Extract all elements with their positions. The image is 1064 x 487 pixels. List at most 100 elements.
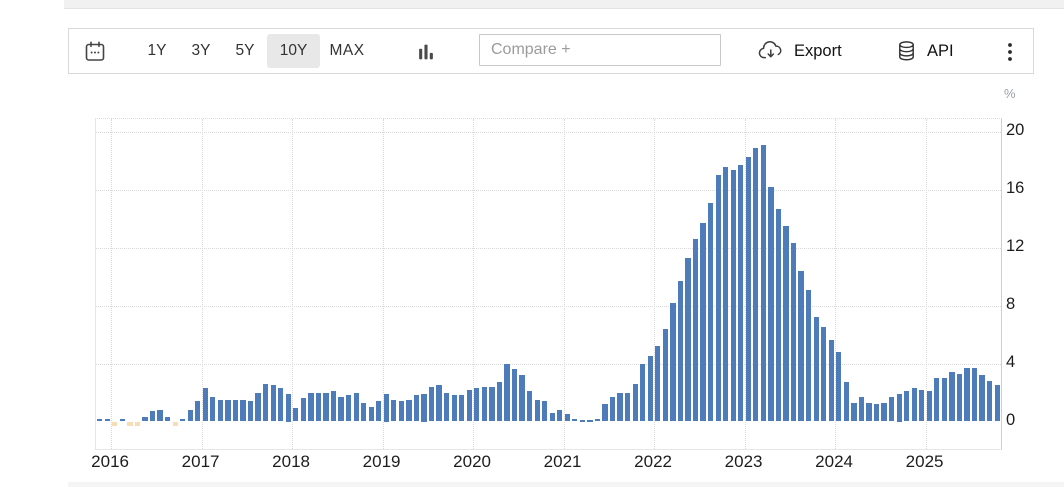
- chart-bar: [496, 382, 503, 422]
- chart-bar: [813, 317, 819, 422]
- chart-bar: [851, 402, 857, 422]
- chart-bar: [210, 396, 216, 422]
- x-tick-label: 2023: [724, 452, 763, 471]
- chart-bar: [677, 281, 684, 422]
- chart-bar: [315, 392, 322, 422]
- chart-bar: [119, 418, 125, 422]
- chart-bar: [609, 396, 616, 422]
- chart-bar: [926, 391, 932, 422]
- chart-bar: [602, 404, 608, 422]
- chart-bar: [971, 367, 978, 422]
- chart-bar: [285, 394, 291, 422]
- chart-bar: [247, 401, 254, 422]
- calendar-icon: [83, 40, 107, 64]
- x-tick-label: 2024: [815, 452, 853, 471]
- chart-bar: [745, 156, 751, 422]
- x-tick-label: 2016: [91, 452, 129, 471]
- chart-bar: [783, 226, 789, 422]
- range-button-10y[interactable]: 10Y: [267, 34, 320, 68]
- chart-bar: [987, 380, 993, 422]
- y-axis-unit-label: %: [1004, 86, 1016, 101]
- chart-toolbar: 1Y 3Y 5Y 10Y MAX Export: [68, 28, 1034, 74]
- chart-bar: [790, 243, 797, 422]
- chart-bar: [858, 396, 865, 422]
- x-tick-label: 2020: [453, 452, 491, 471]
- chart-bar: [466, 389, 472, 422]
- chart-bar: [217, 399, 223, 422]
- chart-bar: [836, 352, 842, 422]
- chart-bar: [760, 145, 766, 422]
- chart-bar: [451, 395, 457, 422]
- chart-bar: [428, 386, 435, 422]
- h-gridline: [96, 305, 1001, 307]
- v-gridline: [925, 119, 927, 449]
- chart-bar: [534, 399, 540, 422]
- page-bottom-divider: [68, 482, 1064, 487]
- chart-bar: [338, 396, 344, 422]
- range-button-1y[interactable]: 1Y: [135, 34, 179, 68]
- v-gridline: [563, 119, 565, 449]
- chart-bar: [330, 391, 337, 422]
- chart-bar: [398, 401, 404, 422]
- chart-bar: [376, 401, 382, 422]
- chart-bar: [134, 421, 141, 426]
- x-tick-label: 2017: [181, 452, 220, 471]
- chart-bar: [391, 399, 397, 422]
- range-button-3y[interactable]: 3Y: [179, 34, 223, 68]
- chart-bar: [873, 404, 880, 422]
- chart-bar: [888, 396, 895, 422]
- chart-bar: [474, 388, 480, 422]
- chart-bar: [768, 187, 774, 422]
- chart-bar: [436, 385, 442, 422]
- cloud-download-icon: [757, 40, 785, 62]
- chart-bar: [406, 399, 412, 422]
- chart-bar: [232, 399, 239, 422]
- chart-bar: [700, 223, 706, 422]
- chart-bar: [345, 395, 352, 422]
- chart-bar: [904, 391, 910, 422]
- chart-bar: [127, 421, 133, 426]
- kebab-menu-icon: [1001, 40, 1019, 64]
- chart-bar: [723, 166, 729, 422]
- chart-bar: [542, 401, 548, 422]
- chart-plot-area[interactable]: [95, 118, 1002, 450]
- api-button[interactable]: API: [895, 36, 954, 66]
- chart-bar: [557, 409, 563, 422]
- chart-bar: [149, 411, 156, 422]
- y-tick-label: 0: [1006, 410, 1016, 429]
- chart-bar: [444, 392, 450, 422]
- chart-bar: [308, 392, 314, 422]
- chart-bar: [172, 421, 178, 426]
- chart-bar: [157, 409, 163, 422]
- chart-bar: [632, 383, 638, 422]
- chart-bar: [413, 395, 420, 422]
- compare-input[interactable]: [479, 34, 721, 66]
- export-label: Export: [794, 41, 842, 60]
- chart-bar: [459, 395, 465, 422]
- v-gridline: [744, 119, 746, 449]
- range-button-max[interactable]: MAX: [320, 34, 374, 68]
- chart-bar: [293, 408, 299, 422]
- y-tick-label: 8: [1006, 294, 1016, 313]
- chart-type-button[interactable]: [413, 39, 439, 65]
- chart-bar: [647, 356, 653, 422]
- chart-bar: [579, 420, 585, 422]
- chart-bar: [270, 385, 276, 422]
- h-gridline: [96, 363, 1001, 365]
- y-tick-label: 4: [1006, 352, 1016, 371]
- h-gridline: [96, 189, 1001, 191]
- chart-bar: [896, 394, 902, 422]
- chart-bar: [994, 385, 1000, 422]
- bar-chart-icon: [415, 40, 437, 64]
- chart-bar: [640, 363, 646, 422]
- chart-bar: [949, 372, 955, 422]
- more-options-button[interactable]: [1001, 39, 1019, 65]
- range-button-5y[interactable]: 5Y: [223, 34, 267, 68]
- chart-bar: [353, 392, 359, 422]
- chart-bar: [323, 392, 329, 422]
- chart-bar: [617, 392, 623, 422]
- chart-bar: [715, 175, 721, 422]
- calendar-button[interactable]: [82, 39, 108, 65]
- export-button[interactable]: Export: [757, 36, 842, 66]
- y-tick-label: 16: [1006, 178, 1025, 197]
